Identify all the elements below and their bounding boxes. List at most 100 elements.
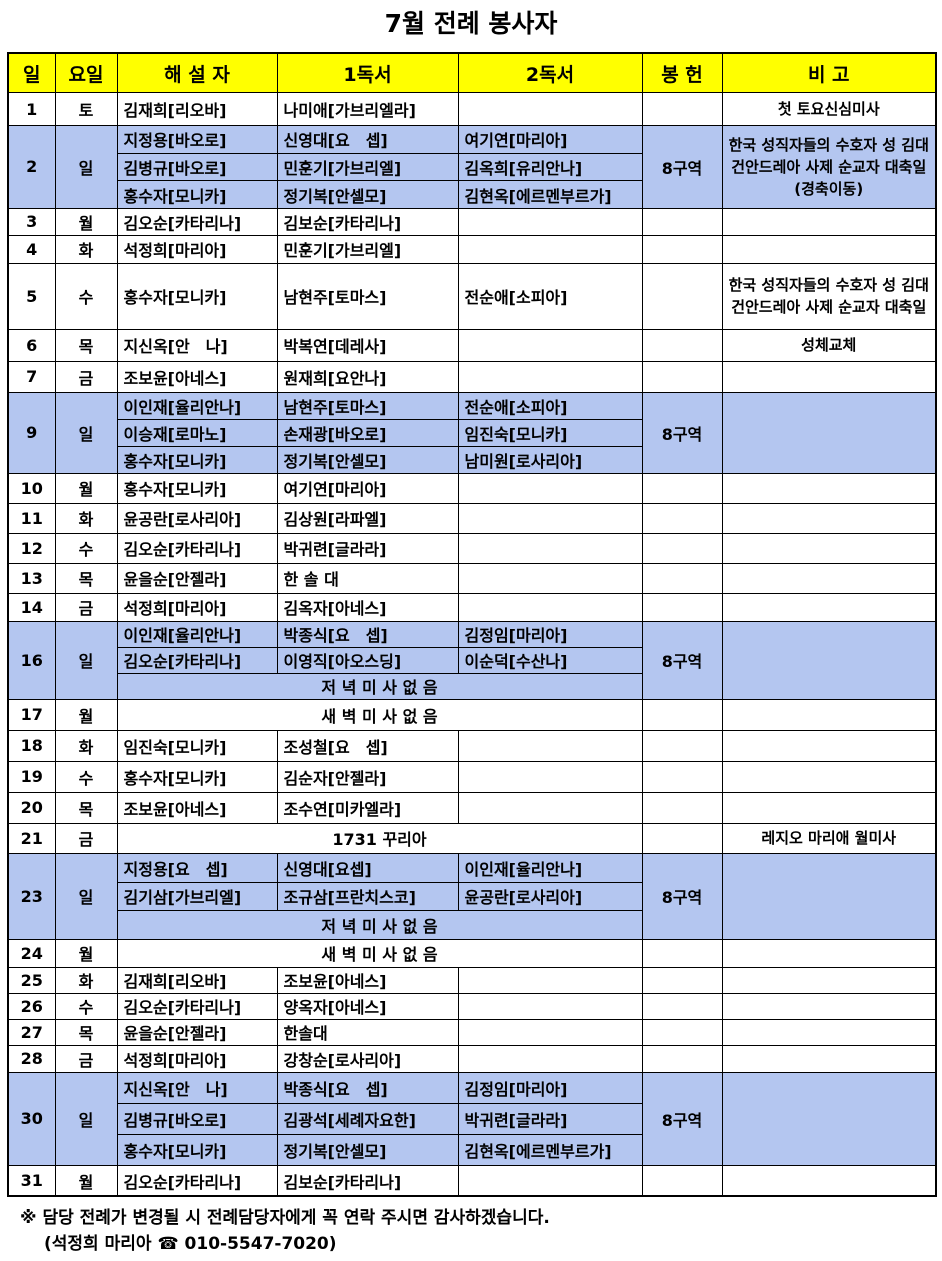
table-row: 13 목 윤을순[안젤라] 한 솔 대 (7, 562, 937, 594)
reading1-cell: 김광석[세례자요한] (276, 1102, 459, 1135)
note-cell (721, 592, 937, 622)
commentator-cell: 김재희[리오바] (116, 966, 278, 994)
reading2-cell (457, 234, 643, 264)
reading1-cell: 정기복[안셀모] (276, 445, 459, 474)
offering-cell: 8구역 (641, 620, 723, 700)
table-row: 홍수자[모니카] 정기복[안셀모] 김현옥[에르멘부르가] (8, 180, 936, 209)
day-cell: 13 (7, 562, 56, 594)
commentator-cell: 김오순[카타리나] (116, 992, 278, 1020)
reading1-cell: 조수연[미카엘라] (276, 791, 459, 824)
day-cell: 2 (7, 125, 56, 209)
table-row: 14 금 석정희[마리아] 김옥자[아네스] (7, 592, 937, 622)
table-row: 26 수 김오순[카타리나] 양옥자[아네스] (7, 992, 937, 1020)
header-note: 비 고 (721, 52, 937, 93)
weekday-cell: 금 (54, 360, 118, 393)
table-row: 25 화 김재희[리오바] 조보윤[아네스] (7, 966, 937, 994)
reading2-cell (457, 562, 643, 594)
reading2-cell (457, 207, 643, 236)
reading1-cell: 한 솔 대 (276, 562, 459, 594)
reading2-cell: 김정임[마리아] (457, 1071, 643, 1104)
reading2-cell: 임진숙[모니카] (457, 418, 643, 447)
reading1-cell: 정기복[안셀모] (276, 1133, 459, 1166)
reading2-cell: 남미원[로사리아] (457, 445, 643, 474)
weekday-cell: 목 (54, 1018, 118, 1046)
note-cell (721, 532, 937, 564)
commentator-cell: 이승재[로마노] (116, 418, 278, 447)
weekday-cell: 목 (54, 562, 118, 594)
reading2-cell: 김현옥[에르멘부르가] (457, 1133, 643, 1166)
day-cell: 20 (7, 791, 56, 824)
reading1-cell: 남현주[토마스] (276, 391, 459, 420)
table-row: 2 일 지정용[바오로] 신영대[요 셉] 여기연[마리아] 8구역 한국 성직자들의 수호… (7, 125, 937, 209)
commentator-cell: 지정용[요 셉] (116, 852, 278, 883)
note-cell (721, 562, 937, 594)
commentator-cell: 홍수자[모니카] (116, 262, 278, 330)
note-cell (721, 391, 937, 474)
weekday-cell: 월 (54, 938, 118, 968)
weekday-cell: 수 (54, 532, 118, 564)
table-row: 김병규[바오로] 민훈기[가브리엘] 김옥희[유리안나] (8, 152, 936, 182)
commentator-cell: 조보윤[아네스] (116, 360, 278, 393)
commentator-cell: 김오순[카타리나] (116, 1164, 278, 1197)
note-cell (721, 472, 937, 504)
table-row: 28 금 석정희[마리아] 강창순[로사리아] (7, 1044, 937, 1073)
day-cell: 28 (7, 1044, 56, 1073)
span-notice-cell: 새 벽 미 사 없 음 (116, 938, 643, 968)
table-row: 홍수자[모니카] 정기복[안셀모] 남미원[로사리아] (8, 445, 936, 474)
note-cell (721, 207, 937, 236)
reading2-cell (457, 328, 643, 362)
commentator-cell: 김오순[카타리나] (116, 646, 278, 674)
reading2-cell: 전순애[소피아] (457, 262, 643, 330)
note-cell (721, 502, 937, 534)
reading2-cell: 윤공란[로사리아] (457, 881, 643, 912)
commentator-cell: 석정희[마리아] (116, 1044, 278, 1073)
reading2-cell (457, 360, 643, 393)
reading2-cell: 여기연[마리아] (457, 125, 643, 154)
weekday-cell: 목 (54, 791, 118, 824)
note-cell: 한국 성직자들의 수호자 성 김대건안드레아 사제 순교자 대축일 (721, 262, 937, 330)
commentator-cell: 석정희[마리아] (116, 234, 278, 264)
commentator-cell: 홍수자[모니카] (116, 472, 278, 504)
header-reading2: 2독서 (457, 52, 643, 93)
offering-cell (641, 592, 723, 622)
commentator-cell: 이인재[율리안나] (116, 391, 278, 420)
reading1-cell: 이영직[아오스딩] (276, 646, 459, 674)
reading2-cell: 이순덕[수산나] (457, 646, 643, 674)
reading2-cell (457, 966, 643, 994)
offering-cell (641, 328, 723, 362)
commentator-cell: 김병규[바오로] (116, 152, 278, 182)
table-row: 30 일 지신옥[안 나] 박종식[요 셉] 김정임[마리아] 8구역 (7, 1071, 937, 1166)
note-cell (721, 852, 937, 940)
offering-cell (641, 262, 723, 330)
offering-cell (641, 532, 723, 564)
weekday-cell: 월 (54, 472, 118, 504)
reading1-cell: 강창순[로사리아] (276, 1044, 459, 1073)
note-cell: 첫 토요신심미사 (721, 92, 937, 126)
table-row: 4 화 석정희[마리아] 민훈기[가브리엘] (7, 234, 937, 264)
note-cell: 성체교체 (721, 328, 937, 362)
offering-cell (641, 92, 723, 126)
commentator-cell: 김오순[카타리나] (116, 532, 278, 564)
reading1-cell: 조성철[요 셉] (276, 729, 459, 762)
weekday-cell: 화 (54, 502, 118, 534)
table-row: 이승재[로마노] 손재광[바오로] 임진숙[모니카] (8, 418, 936, 447)
note-cell (721, 1018, 937, 1046)
weekday-cell: 일 (54, 620, 118, 700)
note-cell (721, 234, 937, 264)
reading1-cell: 민훈기[가브리엘] (276, 152, 459, 182)
table-row: 저 녁 미 사 없 음 (8, 672, 936, 700)
offering-cell (641, 822, 723, 854)
offering-cell (641, 791, 723, 824)
reading2-cell: 김현옥[에르멘부르가] (457, 180, 643, 209)
day-cell: 7 (7, 360, 56, 393)
reading2-cell (457, 791, 643, 824)
offering-cell (641, 760, 723, 793)
reading1-cell: 손재광[바오로] (276, 418, 459, 447)
day-cell: 10 (7, 472, 56, 504)
table-row: 21 금 1731 꾸리아 레지오 마리애 월미사 (7, 822, 937, 854)
table-row: 저 녁 미 사 없 음 (8, 910, 936, 940)
note-cell (721, 1044, 937, 1073)
offering-cell (641, 562, 723, 594)
table-row: 9 일 이인재[율리안나] 남현주[토마스] 전순애[소피아] 8구역 (7, 391, 937, 474)
weekday-cell: 화 (54, 729, 118, 762)
